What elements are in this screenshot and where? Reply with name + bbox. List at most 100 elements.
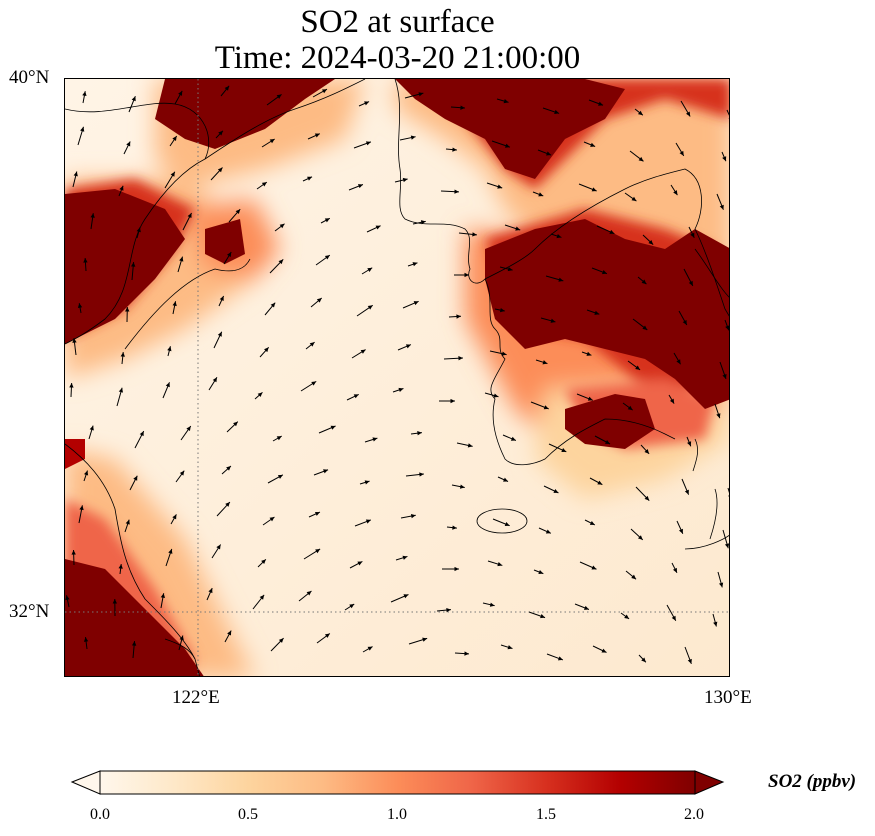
wind-arrowhead	[728, 495, 729, 497]
wind-arrowhead	[589, 520, 595, 525]
wind-arrowhead	[186, 426, 191, 432]
colorbar-tick: 0.0	[90, 806, 110, 823]
wind-arrowhead	[367, 646, 373, 651]
wind-arrowhead	[648, 239, 654, 245]
wind-arrowhead	[413, 301, 419, 306]
lon-tick-label: 130°E	[704, 687, 752, 708]
wind-arrowhead	[89, 425, 94, 431]
wind-arrowhead	[403, 594, 409, 599]
wind-arrowhead	[637, 110, 643, 116]
wind-arrowhead	[71, 550, 76, 555]
wind-arrowhead	[218, 130, 223, 136]
wind-arrowhead	[279, 223, 285, 229]
wind-arrowhead	[690, 232, 695, 238]
wind-arrowhead	[306, 590, 312, 596]
wind-arrowhead	[360, 349, 366, 354]
wind-arrowhead	[594, 310, 600, 315]
wind-arrowhead	[118, 387, 123, 393]
wind-arrowhead	[136, 227, 141, 233]
wind-arrowhead	[357, 184, 363, 189]
wind-arrowhead	[227, 630, 232, 636]
so2-map	[65, 79, 729, 676]
wind-arrowhead	[685, 111, 691, 117]
wind-arrowhead	[118, 564, 123, 569]
wind-arrowhead	[69, 383, 74, 388]
wind-arrowhead	[264, 347, 269, 353]
wind-arrowhead	[422, 637, 428, 642]
wind-arrowhead	[446, 607, 451, 613]
colorbar-gradient	[99, 770, 696, 795]
wind-arrowhead	[349, 604, 355, 609]
wind-arrowhead	[172, 301, 177, 307]
wind-arrowhead	[276, 436, 282, 441]
wind-arrowhead	[269, 139, 275, 144]
wind-arrowhead	[644, 449, 650, 454]
wind-arrowhead	[261, 559, 266, 565]
wind-arrowhead	[172, 514, 177, 520]
wind-arrowhead	[687, 441, 692, 447]
wind-arrowhead	[167, 346, 172, 352]
wind-arrowhead	[454, 566, 459, 572]
wind-arrowhead	[450, 398, 455, 404]
wind-arrowhead	[410, 513, 416, 519]
lat-tick-label: 40°N	[9, 67, 50, 88]
wind-arrowhead	[546, 151, 552, 156]
wind-arrowhead	[499, 307, 505, 313]
colorbar-tick: 0.5	[238, 806, 258, 823]
coastlines	[65, 79, 729, 676]
wind-arrowhead	[553, 488, 559, 493]
wind-arrowhead	[120, 352, 125, 357]
wind-arrowhead	[367, 267, 373, 272]
wind-arrowhead	[365, 141, 371, 146]
wind-arrowhead	[112, 599, 118, 604]
wind-arrowhead	[464, 272, 469, 278]
wind-arrowhead	[179, 635, 184, 641]
wind-arrowhead	[364, 480, 370, 485]
wind-arrowhead	[324, 255, 330, 260]
wind-arrowhead	[631, 196, 637, 202]
wind-arrowhead	[217, 167, 223, 173]
wind-arrowhead	[83, 470, 89, 476]
wind-arrowhead	[507, 645, 513, 650]
wind-arrowhead	[80, 126, 85, 132]
wind-arrowhead	[641, 279, 647, 285]
wind-arrowhead	[309, 342, 315, 347]
wind-arrowhead	[543, 405, 549, 410]
wind-arrowhead	[330, 425, 336, 430]
wind-arrowhead	[125, 307, 130, 312]
title-variable: SO2 at surface	[300, 4, 495, 40]
wind-arrowhead	[257, 392, 263, 397]
colorbar-tick: 1.5	[536, 806, 556, 823]
wind-arrowhead	[212, 377, 217, 383]
wind-arrowhead	[367, 305, 373, 310]
wind-arrowhead	[669, 398, 675, 404]
wind-arrowhead	[635, 365, 641, 370]
wind-arrowhead	[314, 133, 320, 138]
wind-arrowhead	[83, 637, 89, 642]
so2-high-layer	[65, 79, 729, 676]
wind-arrowhead	[672, 567, 677, 573]
wind-arrowhead	[419, 472, 424, 477]
wind-arrowhead	[627, 405, 633, 411]
wind-arrow	[726, 109, 729, 116]
wind-arrowhead	[270, 302, 276, 308]
wind-arrowhead	[126, 141, 131, 147]
wind-arrowhead	[624, 614, 630, 619]
wind-arrowhead	[452, 525, 457, 530]
wind-arrowhead	[259, 594, 265, 600]
title-time: Time: 2024-03-20 21:00:00	[214, 40, 581, 76]
wind-arrowhead	[233, 421, 238, 427]
wind-arrowhead	[165, 382, 170, 388]
wind-arrowhead	[637, 535, 643, 540]
wind-arrowhead	[557, 656, 563, 661]
wind-arrowhead	[493, 393, 499, 398]
wind-arrowhead	[609, 229, 615, 234]
wind-arrowhead	[679, 150, 684, 156]
wind-arrowhead	[688, 280, 693, 286]
wind-arrowhead	[456, 314, 461, 319]
wind-arrowhead	[402, 555, 408, 560]
wind-arrowhead	[179, 470, 185, 476]
wind-vector-field	[65, 85, 729, 665]
wind-arrowhead	[713, 621, 718, 627]
wind-arrowhead	[503, 477, 509, 482]
